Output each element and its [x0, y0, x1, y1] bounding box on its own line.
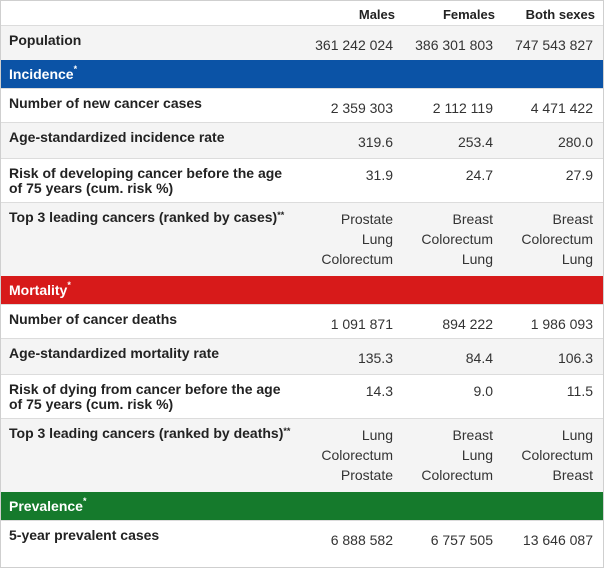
- cell-both: 27.9: [503, 157, 603, 202]
- table-row: Age-standardized mortality rate 135.3 84…: [1, 337, 603, 374]
- row-label: Risk of dying from cancer before the age…: [1, 373, 303, 418]
- column-header-row: Males Females Both sexes: [1, 1, 603, 25]
- header-empty: [1, 1, 303, 25]
- cell-both: 11.5: [503, 373, 603, 418]
- row-label: 5-year prevalent cases: [1, 519, 303, 556]
- cell-females: Breast Colorectum Lung: [403, 201, 503, 276]
- cell-both: 280.0: [503, 121, 603, 158]
- cell-both: 13 646 087: [503, 519, 603, 556]
- row-label: Population: [1, 24, 303, 60]
- table-row: Number of new cancer cases 2 359 303 2 1…: [1, 87, 603, 122]
- table-row: Top 3 leading cancers (ranked by cases)*…: [1, 201, 603, 276]
- row-label: Top 3 leading cancers (ranked by deaths)…: [1, 417, 303, 492]
- cell-males: Lung Colorectum Prostate: [303, 417, 403, 492]
- row-label: Top 3 leading cancers (ranked by cases)*…: [1, 201, 303, 276]
- population-row: Population 361 242 024 386 301 803 747 5…: [1, 24, 603, 60]
- header-females: Females: [403, 1, 503, 25]
- table-row: Risk of developing cancer before the age…: [1, 157, 603, 202]
- cell-males: 135.3: [303, 337, 403, 374]
- table-row: Age-standardized incidence rate 319.6 25…: [1, 121, 603, 158]
- row-label: Number of new cancer cases: [1, 87, 303, 122]
- cell-males: 6 888 582: [303, 519, 403, 556]
- table-row: Top 3 leading cancers (ranked by deaths)…: [1, 417, 603, 492]
- section-title: Mortality*: [1, 276, 603, 304]
- cell-females: 24.7: [403, 157, 503, 202]
- header-males: Males: [303, 1, 403, 25]
- table-row: 5-year prevalent cases 6 888 582 6 757 5…: [1, 519, 603, 556]
- cell-females: 386 301 803: [403, 24, 503, 60]
- table-row: Risk of dying from cancer before the age…: [1, 373, 603, 418]
- cell-females: Breast Lung Colorectum: [403, 417, 503, 492]
- cell-both: Breast Colorectum Lung: [503, 201, 603, 276]
- cell-males: Prostate Lung Colorectum: [303, 201, 403, 276]
- row-label: Risk of developing cancer before the age…: [1, 157, 303, 202]
- header-both-sexes: Both sexes: [503, 1, 603, 25]
- table-row: Number of cancer deaths 1 091 871 894 22…: [1, 303, 603, 338]
- section-prevalence: Prevalence*: [1, 492, 603, 520]
- cell-males: 14.3: [303, 373, 403, 418]
- cell-males: 361 242 024: [303, 24, 403, 60]
- section-incidence: Incidence*: [1, 60, 603, 88]
- cell-females: 6 757 505: [403, 519, 503, 556]
- cell-both: 1 986 093: [503, 303, 603, 338]
- row-label: Number of cancer deaths: [1, 303, 303, 338]
- cell-males: 2 359 303: [303, 87, 403, 122]
- cell-males: 1 091 871: [303, 303, 403, 338]
- cell-both: Lung Colorectum Breast: [503, 417, 603, 492]
- cell-females: 2 112 119: [403, 87, 503, 122]
- cell-males: 31.9: [303, 157, 403, 202]
- row-label: Age-standardized incidence rate: [1, 121, 303, 158]
- cell-females: 253.4: [403, 121, 503, 158]
- section-title: Incidence*: [1, 60, 603, 88]
- section-title: Prevalence*: [1, 492, 603, 520]
- cancer-statistics-table: Males Females Both sexes Population 361 …: [1, 1, 603, 556]
- cell-both: 4 471 422: [503, 87, 603, 122]
- section-mortality: Mortality*: [1, 276, 603, 304]
- row-label: Age-standardized mortality rate: [1, 337, 303, 374]
- cell-both: 106.3: [503, 337, 603, 374]
- cell-females: 9.0: [403, 373, 503, 418]
- cell-both: 747 543 827: [503, 24, 603, 60]
- cell-males: 319.6: [303, 121, 403, 158]
- cell-females: 84.4: [403, 337, 503, 374]
- cell-females: 894 222: [403, 303, 503, 338]
